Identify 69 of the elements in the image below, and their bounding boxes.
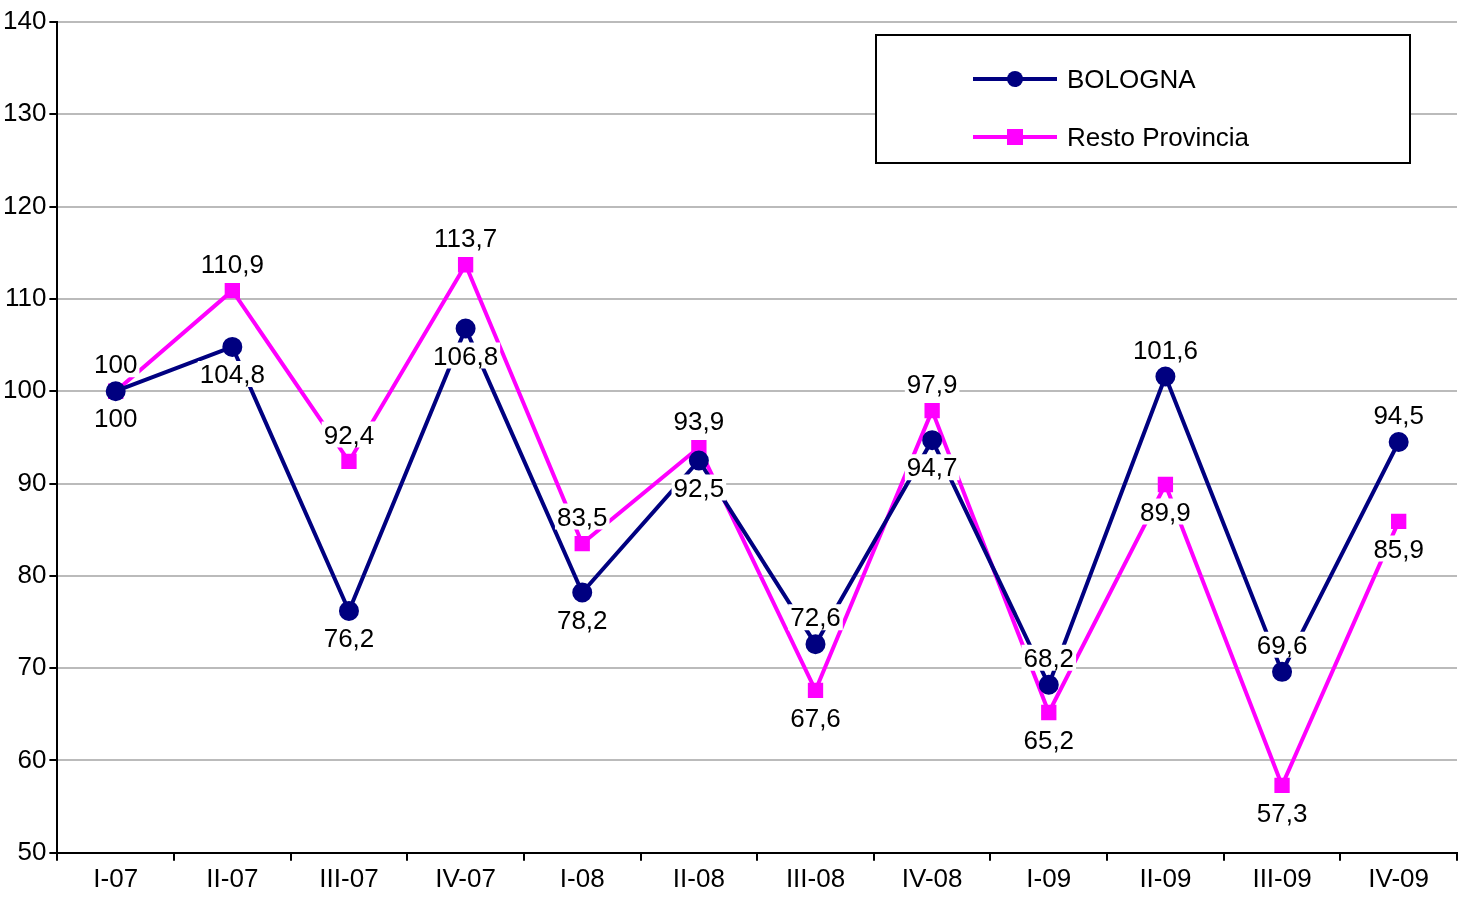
data-label: 65,2 xyxy=(1023,724,1075,755)
data-label: 94,7 xyxy=(906,452,958,483)
point xyxy=(341,453,357,470)
point xyxy=(1391,513,1407,530)
data-label: 93,9 xyxy=(673,405,725,436)
x-tick-label: III-09 xyxy=(1252,862,1312,893)
data-label: 97,9 xyxy=(906,368,958,399)
data-label: 110,9 xyxy=(200,248,264,279)
x-tick-label: I-07 xyxy=(93,862,139,893)
x-tick-label: II-08 xyxy=(672,862,725,893)
data-label: 67,6 xyxy=(790,702,841,733)
point xyxy=(807,682,824,698)
point xyxy=(455,318,476,339)
x-tick-label: IV-08 xyxy=(901,862,963,893)
point xyxy=(574,535,590,552)
x-tick-label: III-08 xyxy=(785,862,846,893)
x-tick-label: II-09 xyxy=(1139,862,1192,893)
data-label: 69,6 xyxy=(1256,630,1308,661)
y-tick-label: 80 xyxy=(17,559,47,590)
y-tick-label: 120 xyxy=(2,189,47,220)
x-tick-label: III-07 xyxy=(319,862,379,893)
point xyxy=(1041,704,1057,721)
legend-label: Resto Provincia xyxy=(1067,121,1250,153)
point xyxy=(1272,661,1293,682)
point xyxy=(1038,674,1059,695)
data-label: 94,5 xyxy=(1373,400,1424,431)
x-tick-label: IV-09 xyxy=(1368,862,1430,893)
point xyxy=(338,600,359,621)
point xyxy=(224,282,240,299)
y-tick-label: 140 xyxy=(2,5,47,36)
y-tick-label: 100 xyxy=(2,374,47,405)
y-tick-label: 130 xyxy=(2,97,47,128)
legend-label: BOLOGNA xyxy=(1067,63,1196,95)
point xyxy=(1388,432,1409,453)
point xyxy=(688,450,709,471)
data-label: 106,8 xyxy=(433,340,499,371)
point xyxy=(1274,777,1290,794)
data-label: 85,9 xyxy=(1373,533,1424,564)
data-label: 76,2 xyxy=(323,623,375,654)
data-label: 101,6 xyxy=(1132,334,1198,365)
y-tick-label: 90 xyxy=(17,466,47,497)
data-label: 92,4 xyxy=(323,419,375,450)
y-tick-label: 50 xyxy=(17,835,47,866)
point xyxy=(805,634,826,655)
x-tick-label: I-08 xyxy=(559,862,605,893)
x-tick-label: IV-07 xyxy=(435,862,496,893)
y-tick-label: 110 xyxy=(4,282,47,313)
data-label: 92,5 xyxy=(673,472,725,503)
data-label: 113,7 xyxy=(434,222,498,253)
data-label: 83,5 xyxy=(556,501,608,532)
data-label: 89,9 xyxy=(1140,496,1191,527)
data-label: 104,8 xyxy=(199,359,265,390)
y-tick-label: 60 xyxy=(17,743,47,774)
point xyxy=(1157,476,1174,493)
data-label: 100 xyxy=(94,349,138,380)
data-label: 68,2 xyxy=(1023,642,1075,673)
y-tick-label: 70 xyxy=(17,651,47,682)
data-label: 57,3 xyxy=(1256,797,1308,828)
point xyxy=(457,257,474,273)
data-label: 100 xyxy=(94,403,138,434)
point xyxy=(222,336,243,357)
x-tick-label: II-07 xyxy=(206,862,259,893)
data-label: 72,6 xyxy=(790,602,841,633)
point xyxy=(572,582,593,603)
x-tick-label: I-09 xyxy=(1026,862,1072,893)
data-label: 78,2 xyxy=(556,604,608,635)
point xyxy=(924,402,940,419)
point xyxy=(1155,366,1176,387)
point xyxy=(922,430,943,451)
